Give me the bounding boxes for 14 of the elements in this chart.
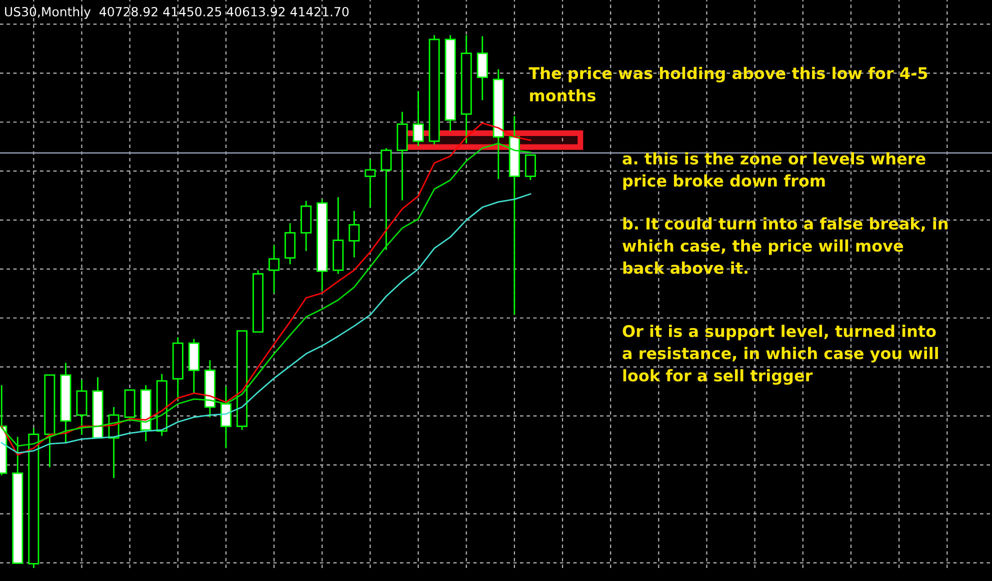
annotation: The price was holding above this low for 4-5 months xyxy=(528,66,928,102)
candlestick xyxy=(268,244,280,294)
candlestick xyxy=(364,158,376,208)
chart-title: US30,Monthly 40728.92 41450.25 40613.92 41421.70 xyxy=(5,6,349,19)
text: a. this is the zone or levels where price broke down from xyxy=(622,152,926,190)
text: Or it is a support level, turned into a resistance, in which case you will look for a sell trigger xyxy=(622,324,938,385)
candlestick xyxy=(380,147,392,251)
candlestick xyxy=(476,36,488,101)
candlestick xyxy=(524,154,536,181)
text: b. It could turn into a false break, in which case, the price will move back above it. xyxy=(622,217,948,274)
candlestick xyxy=(412,90,424,147)
candlestick xyxy=(348,210,360,258)
candlestick xyxy=(220,386,232,449)
candlestick xyxy=(76,379,88,436)
